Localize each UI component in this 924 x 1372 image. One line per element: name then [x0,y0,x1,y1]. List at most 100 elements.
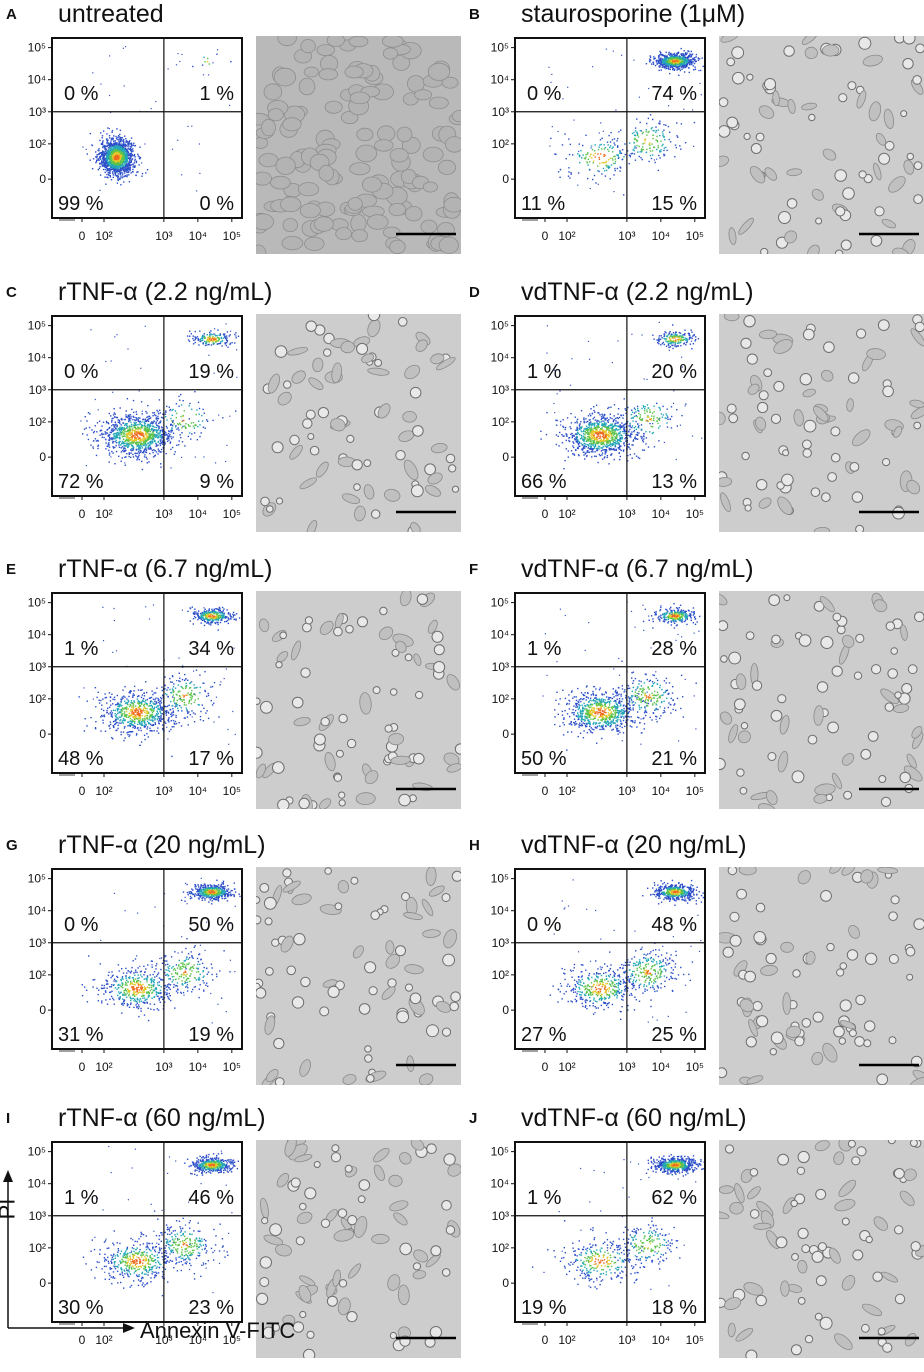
event-dot [126,410,127,411]
event-dot [102,137,103,138]
event-dot [633,142,634,143]
event-dot [100,132,101,133]
event-dot [622,159,623,160]
event-dot [630,156,631,157]
x-tick-label: 10⁴ [652,229,671,243]
event-dot [662,131,663,132]
event-dot [632,458,633,459]
event-dot [669,139,670,140]
round-cell [306,410,315,419]
round-cell [756,133,764,141]
event-dot [132,435,133,436]
event-dot [130,432,131,433]
event-dot [597,462,598,463]
event-dot [170,430,171,431]
event-dot [632,133,633,134]
event-dot [134,156,135,157]
event-dot [148,421,149,422]
event-dot [130,439,131,440]
event-dot [591,448,592,449]
event-dot [676,135,677,136]
event-dot [594,175,595,176]
event-dot [108,444,109,445]
event-dot [132,440,133,441]
event-dot [140,444,141,445]
event-dot [590,421,591,422]
event-dot [107,145,108,146]
event-dot [111,164,112,165]
event-dot [646,135,647,136]
event-dot [587,438,588,439]
event-dot [588,415,589,416]
event-dot [674,65,675,66]
cell [268,109,283,121]
event-dot [580,438,581,439]
event-dot [116,149,117,150]
event-dot [700,83,701,84]
event-dot [650,150,651,151]
event-dot [199,424,200,425]
event-dot [108,435,109,436]
event-dot [581,435,582,436]
event-dot [637,133,638,134]
event-dot [150,417,151,418]
event-dot [652,154,653,155]
event-dot [92,72,93,73]
event-dot [132,430,133,431]
event-dot [652,135,653,136]
event-dot [114,441,115,442]
event-dot [151,438,152,439]
event-dot [661,145,662,146]
event-dot [668,57,669,58]
event-dot [663,136,664,137]
quadrant-label-lr: 15 % [651,193,697,215]
event-dot [649,148,650,149]
event-dot [601,454,602,455]
round-cell [290,435,299,444]
panel-title: vdTNF-α (2.2 ng/mL) [521,278,754,307]
event-dot [635,160,636,161]
event-dot [121,461,122,462]
event-dot [622,437,623,438]
event-dot [577,430,578,431]
event-dot [585,154,586,155]
event-dot [190,438,191,439]
round-cell [452,486,458,492]
event-dot [111,421,112,422]
event-dot [675,60,676,61]
round-cell [413,426,424,437]
cell [319,165,334,181]
event-dot [203,456,204,457]
event-dot [671,56,672,57]
event-dot [112,145,113,146]
event-dot [113,177,114,178]
event-dot [608,159,609,160]
event-dot [623,194,624,195]
event-dot [104,146,105,147]
event-dot [579,446,580,447]
event-dot [579,423,580,424]
event-dot [145,419,146,420]
event-dot [123,434,124,435]
event-dot [130,418,131,419]
event-dot [663,150,664,151]
y-tick-label: 10³ [29,383,46,397]
event-dot [608,144,609,145]
event-dot [594,446,595,447]
event-dot [615,420,616,421]
event-dot [655,140,656,141]
event-dot [689,64,690,65]
event-dot [103,130,104,131]
event-dot [598,431,599,432]
event-dot [106,153,107,154]
event-dot [596,442,597,443]
event-dot [111,420,112,421]
event-dot [112,157,113,158]
event-dot [152,415,153,416]
event-dot [119,150,120,151]
event-dot [113,151,114,152]
event-dot [199,408,200,409]
event-dot [569,437,570,438]
event-dot [665,68,666,69]
event-dot [161,449,162,450]
